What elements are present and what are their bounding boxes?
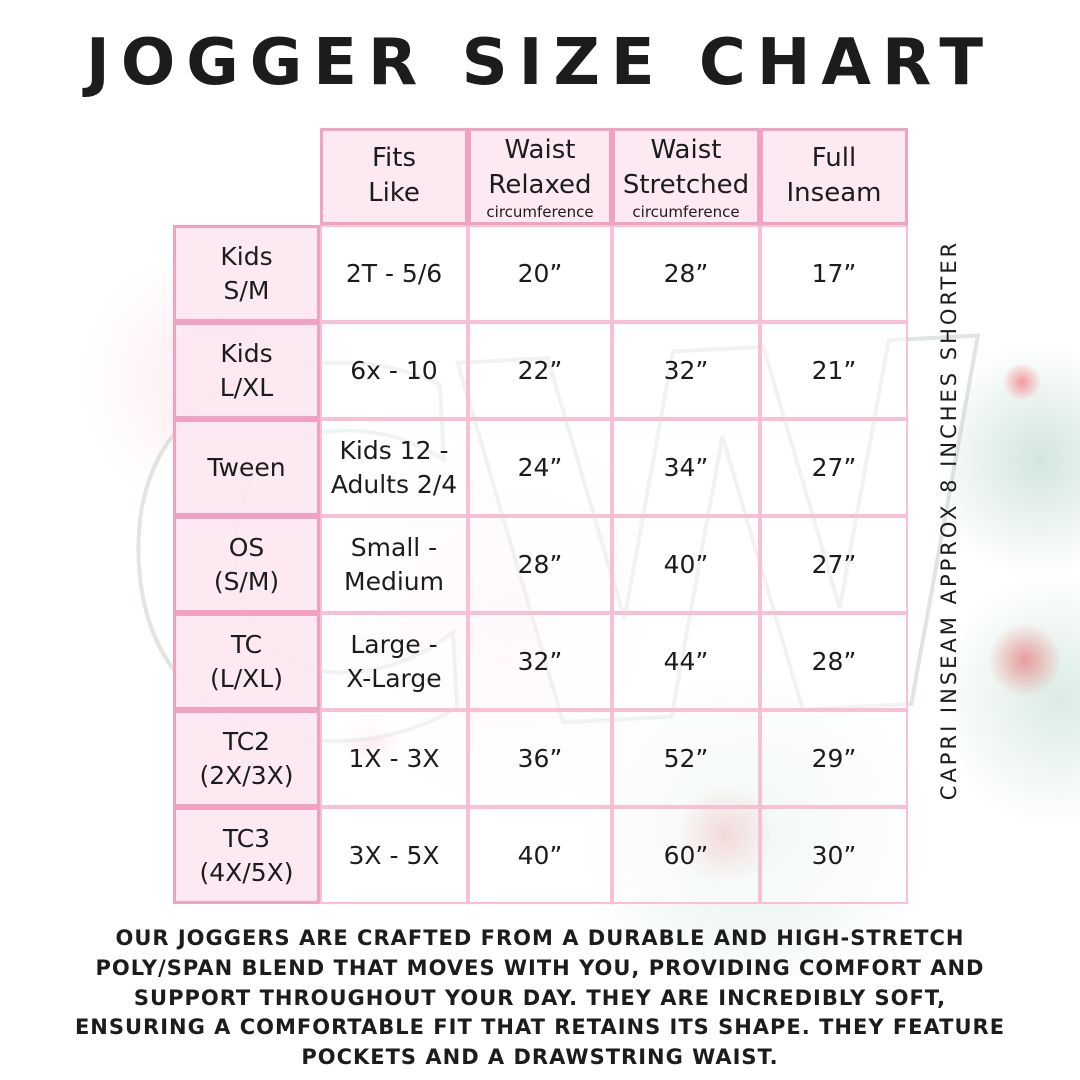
header-label: Full Inseam [786, 142, 882, 208]
size-chart-table: Fits Like Waist Relaxed circumference Wa… [173, 128, 908, 904]
cell-waist-stretched: 40” [612, 516, 760, 613]
cell-fits-like: Kids 12 - Adults 2/4 [320, 419, 468, 516]
watercolor-flower-blob [1000, 365, 1044, 399]
cell-waist-stretched: 32” [612, 322, 760, 419]
header-subtext: circumference [486, 202, 594, 221]
cell-full-inseam: 17” [760, 225, 908, 322]
row-label-tc2: TC2 (2X/3X) [173, 710, 320, 807]
table-corner-spacer [173, 128, 320, 225]
cell-full-inseam: 28” [760, 613, 908, 710]
row-label-tween: Tween [173, 419, 320, 516]
cell-waist-stretched: 60” [612, 807, 760, 904]
row-label-os: OS (S/M) [173, 516, 320, 613]
row-label-tc: TC (L/XL) [173, 613, 320, 710]
cell-fits-like: 1X - 3X [320, 710, 468, 807]
cell-full-inseam: 29” [760, 710, 908, 807]
row-label-kids-sm: Kids S/M [173, 225, 320, 322]
product-description: OUR JOGGERS ARE CRAFTED FROM A DURABLE A… [74, 926, 1006, 1070]
cell-waist-stretched: 28” [612, 225, 760, 322]
capri-inseam-note: CAPRI INSEAM APPROX 8 INCHES SHORTER [937, 239, 961, 801]
cell-waist-relaxed: 40” [468, 807, 612, 904]
header-cell-fits-like: Fits Like [320, 128, 468, 225]
cell-full-inseam: 27” [760, 516, 908, 613]
cell-full-inseam: 27” [760, 419, 908, 516]
header-label: Waist Relaxed [488, 134, 592, 200]
cell-fits-like: 6x - 10 [320, 322, 468, 419]
cell-waist-stretched: 34” [612, 419, 760, 516]
cell-fits-like: Small - Medium [320, 516, 468, 613]
row-label-kids-lxl: Kids L/XL [173, 322, 320, 419]
header-cell-waist-relaxed: Waist Relaxed circumference [468, 128, 612, 225]
cell-fits-like: 3X - 5X [320, 807, 468, 904]
cell-waist-stretched: 44” [612, 613, 760, 710]
cell-fits-like: Large - X-Large [320, 613, 468, 710]
cell-full-inseam: 21” [760, 322, 908, 419]
page-title: JOGGER SIZE CHART [86, 26, 994, 100]
row-label-tc3: TC3 (4X/5X) [173, 807, 320, 904]
cell-waist-stretched: 52” [612, 710, 760, 807]
header-label: Fits Like [368, 142, 420, 208]
header-cell-full-inseam: Full Inseam [760, 128, 908, 225]
cell-waist-relaxed: 36” [468, 710, 612, 807]
cell-waist-relaxed: 22” [468, 322, 612, 419]
cell-waist-relaxed: 28” [468, 516, 612, 613]
cell-full-inseam: 30” [760, 807, 908, 904]
watercolor-flower-blob [990, 620, 1060, 700]
header-subtext: circumference [632, 202, 740, 221]
header-label: Waist Stretched [622, 134, 750, 200]
cell-fits-like: 2T - 5/6 [320, 225, 468, 322]
cell-waist-relaxed: 32” [468, 613, 612, 710]
header-cell-waist-stretched: Waist Stretched circumference [612, 128, 760, 225]
cell-waist-relaxed: 20” [468, 225, 612, 322]
cell-waist-relaxed: 24” [468, 419, 612, 516]
